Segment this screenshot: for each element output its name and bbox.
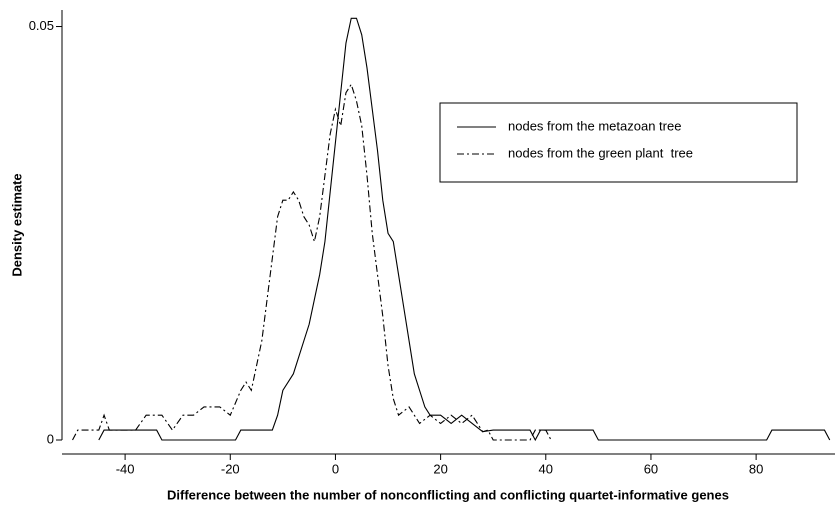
legend-label: nodes from the metazoan tree <box>508 118 681 133</box>
x-axis-label: Difference between the number of nonconf… <box>167 487 729 502</box>
x-tick-label: 60 <box>644 461 658 476</box>
y-tick-label: 0 <box>47 431 54 446</box>
x-tick-label: 40 <box>539 461 553 476</box>
x-tick-label: -20 <box>221 461 240 476</box>
x-tick-label: 0 <box>332 461 339 476</box>
y-axis-label: Density estimate <box>9 173 24 276</box>
x-tick-label: 20 <box>433 461 447 476</box>
x-tick-label: 80 <box>749 461 763 476</box>
density-line <box>98 17 831 442</box>
y-tick-label: 0.05 <box>29 18 54 33</box>
legend-box <box>439 102 798 183</box>
density-line <box>72 83 552 441</box>
x-tick-label: -40 <box>116 461 135 476</box>
legend-label: nodes from the green plant tree <box>508 145 693 160</box>
